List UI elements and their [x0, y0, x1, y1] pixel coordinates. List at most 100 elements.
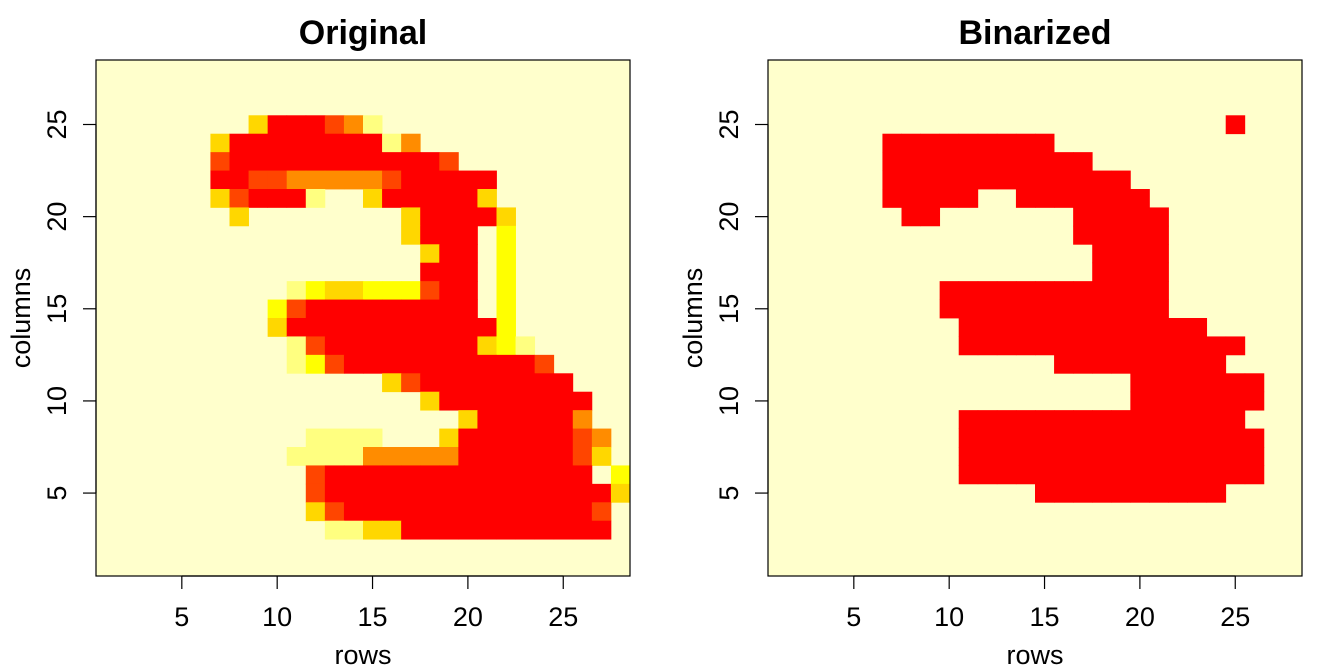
- heatmap-cell: [401, 354, 421, 374]
- heatmap-cell: [1015, 189, 1036, 208]
- heatmap-cell: [1015, 299, 1036, 319]
- heatmap-cell: [305, 483, 326, 503]
- heatmap-cell: [496, 318, 516, 337]
- heatmap-cell: [1168, 483, 1188, 503]
- heatmap-cell: [286, 447, 307, 466]
- heatmap-cell: [477, 373, 497, 393]
- heatmap-cell: [1073, 281, 1093, 300]
- heatmap-cell: [496, 354, 516, 374]
- heatmap-cell: [458, 391, 478, 411]
- heatmap-cell: [305, 465, 326, 485]
- heatmap-cell: [382, 354, 402, 374]
- heatmap-cell: [1092, 299, 1112, 319]
- heatmap-cell: [958, 133, 979, 153]
- heatmap-cell: [1149, 483, 1169, 503]
- heatmap-cell: [553, 391, 574, 411]
- heatmap-cell: [1130, 299, 1150, 319]
- heatmap-cell: [420, 299, 440, 319]
- heatmap-cell: [1035, 152, 1055, 171]
- heatmap-cell: [515, 465, 536, 485]
- heatmap-cell: [534, 447, 555, 466]
- heatmap-cell: [496, 225, 516, 245]
- heatmap-cell: [439, 483, 459, 503]
- heatmap-cell: [1149, 262, 1169, 282]
- heatmap-cell: [610, 465, 631, 485]
- heatmap-cell: [477, 207, 497, 227]
- heatmap-cell: [534, 354, 555, 374]
- heatmap-cell: [1149, 428, 1169, 448]
- heatmap-cell: [515, 336, 536, 356]
- heatmap-cell: [305, 152, 326, 171]
- heatmap-cell: [267, 133, 288, 153]
- heatmap-cell: [1073, 299, 1093, 319]
- heatmap-cell: [1206, 483, 1227, 503]
- heatmap-cell: [1168, 336, 1188, 356]
- heatmap-cell: [496, 483, 516, 503]
- heatmap-cell: [1168, 410, 1188, 429]
- heatmap-cell: [324, 447, 345, 466]
- heatmap-cell: [939, 133, 960, 153]
- heatmap-cell: [1111, 189, 1131, 208]
- heatmap-cell: [420, 336, 440, 356]
- heatmap-cell: [477, 391, 497, 411]
- heatmap-cell: [420, 262, 440, 282]
- heatmap-cell: [324, 115, 345, 135]
- heatmap-cell: [1054, 336, 1074, 356]
- heatmap-cell: [267, 299, 288, 319]
- heatmap-cell: [1073, 225, 1093, 245]
- heatmap-cell: [286, 318, 307, 337]
- heatmap-cell: [401, 299, 421, 319]
- heatmap-cell: [1092, 207, 1112, 227]
- heatmap-cell: [1073, 447, 1093, 466]
- heatmap-cell: [901, 207, 921, 227]
- heatmap-cell: [939, 152, 960, 171]
- heatmap-cell: [420, 225, 440, 245]
- heatmap-cell: [343, 502, 364, 522]
- heatmap-cell: [477, 354, 497, 374]
- heatmap-cell: [496, 410, 516, 429]
- heatmap-cell: [477, 410, 497, 429]
- heatmap-cell: [305, 170, 326, 190]
- heatmap-cell: [401, 225, 421, 245]
- heatmap-cell: [920, 133, 941, 153]
- heatmap-cell: [1073, 318, 1093, 337]
- heatmap-cell: [401, 502, 421, 522]
- heatmap-cell: [591, 483, 612, 503]
- heatmap-cell: [1073, 354, 1093, 374]
- heatmap-cell: [210, 133, 230, 153]
- heatmap-cell: [1073, 152, 1093, 171]
- heatmap-cell: [515, 373, 536, 393]
- heatmap-cell: [343, 520, 364, 540]
- heatmap-cell: [1035, 318, 1055, 337]
- heatmap-cell: [439, 244, 459, 264]
- heatmap-cell: [1035, 189, 1055, 208]
- heatmap-cell: [553, 465, 574, 485]
- heatmap-cell: [229, 207, 249, 227]
- heatmap-cell: [343, 299, 364, 319]
- heatmap-cell: [515, 520, 536, 540]
- heatmap-cell: [977, 447, 998, 466]
- heatmap-cell: [324, 299, 345, 319]
- heatmap-cell: [248, 133, 269, 153]
- heatmap-cell: [882, 133, 902, 153]
- heatmap-cell: [343, 428, 364, 448]
- heatmap-cell: [1225, 336, 1246, 356]
- heatmap-cell: [439, 465, 459, 485]
- heatmap-cell: [363, 189, 383, 208]
- heatmap-cell: [996, 410, 1017, 429]
- heatmap-cell: [1015, 133, 1036, 153]
- heatmap-cell: [324, 318, 345, 337]
- x-tick-label: 25: [1220, 602, 1250, 632]
- original-y-axis-label: columns: [6, 268, 36, 369]
- heatmap-cell: [1054, 483, 1074, 503]
- heatmap-cell: [958, 318, 979, 337]
- heatmap-cell: [553, 483, 574, 503]
- heatmap-cell: [363, 133, 383, 153]
- heatmap-cell: [572, 483, 593, 503]
- x-tick-label: 15: [358, 602, 388, 632]
- heatmap-cell: [1244, 391, 1265, 411]
- y-tick-label: 20: [42, 202, 72, 232]
- heatmap-cell: [977, 170, 998, 190]
- heatmap-cell: [1015, 152, 1036, 171]
- heatmap-cell: [458, 483, 478, 503]
